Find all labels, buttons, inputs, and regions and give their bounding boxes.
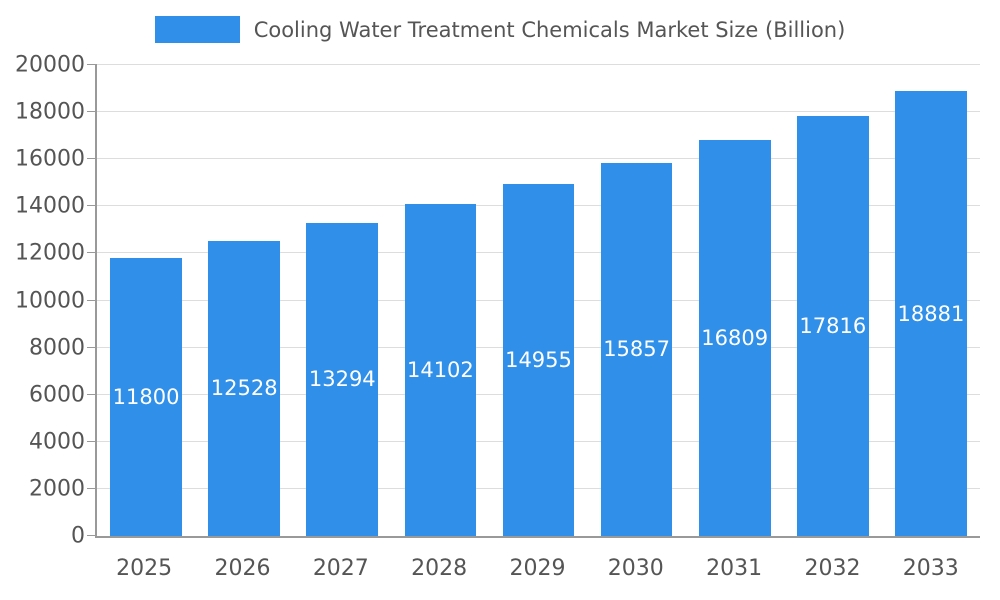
bar-value-label: 13294 [308, 367, 376, 392]
legend: Cooling Water Treatment Chemicals Market… [0, 16, 1000, 43]
y-tick [87, 111, 97, 113]
x-axis-label: 2028 [411, 556, 468, 581]
bar-value-label: 17816 [799, 314, 867, 339]
bar-value-label: 16809 [701, 326, 769, 351]
y-tick [87, 205, 97, 207]
bar-band: 12528 [195, 65, 293, 536]
plot-area: 0 2000 4000 6000 8000 10000 12000 14000 16000 180… [15, 53, 980, 549]
bars-group: 11800 12528 13294 14102 14955 15857 16809 17816… [97, 65, 980, 536]
bar-2026: 12528 [208, 240, 280, 536]
bar-2031: 16809 [698, 140, 771, 536]
x-axis: 2025 2026 2027 2028 2029 2030 2031 2032 2033 [95, 548, 980, 581]
bar-2032: 17816 [797, 116, 869, 536]
y-axis-label: 20000 [15, 52, 85, 78]
bar-2029: 14955 [502, 183, 575, 536]
bar-band: 15857 [588, 65, 686, 536]
y-axis-label: 10000 [15, 288, 85, 313]
y-tick [87, 440, 97, 442]
gridline [97, 64, 980, 65]
x-axis-label: 2027 [312, 556, 369, 581]
y-tick [87, 487, 97, 489]
legend-swatch [154, 16, 240, 43]
bar-value-label: 14102 [406, 357, 474, 382]
chart-title: Cooling Water Treatment Chemicals Market… [253, 17, 846, 42]
bar-value-label: 12528 [210, 376, 278, 401]
x-axis-label: 2031 [706, 556, 763, 581]
gridline [97, 111, 980, 113]
y-axis-label: 14000 [15, 193, 85, 219]
bar-2033: 18881 [895, 91, 967, 536]
bar-band: 14102 [391, 65, 489, 536]
y-tick [87, 252, 97, 254]
bar-band: 16809 [686, 65, 784, 536]
x-axis-label: 2026 [214, 556, 271, 581]
x-axis-label: 2025 [116, 556, 173, 581]
y-axis-label: 16000 [15, 146, 85, 172]
y-tick [87, 346, 97, 348]
bar-2027: 13294 [306, 222, 379, 536]
y-axis-label: 0 [71, 523, 85, 549]
bar-value-label: 11800 [112, 385, 180, 410]
y-tick [87, 393, 97, 395]
bar-band: 14955 [489, 65, 587, 536]
x-axis-label: 2030 [607, 556, 664, 581]
y-axis-label: 8000 [29, 335, 85, 361]
y-axis-label: 12000 [15, 240, 85, 266]
bar-2025: 11800 [110, 258, 182, 536]
bar-band: 18881 [882, 65, 980, 536]
x-axis-label: 2033 [902, 556, 959, 581]
bar-value-label: 14955 [505, 347, 572, 372]
y-axis-label: 2000 [29, 476, 85, 502]
y-tick [87, 158, 97, 160]
bar-2028: 14102 [404, 203, 477, 536]
y-axis-label: 6000 [29, 382, 85, 408]
bar-2030: 15857 [600, 162, 673, 536]
y-axis-label: 4000 [29, 429, 85, 455]
bar-band: 11800 [97, 65, 195, 536]
x-axis-label: 2029 [509, 556, 566, 581]
y-tick [87, 535, 97, 536]
gridline [97, 158, 980, 160]
bar-value-label: 18881 [897, 301, 965, 326]
bar-value-label: 15857 [603, 337, 670, 362]
y-axis-label: 18000 [15, 99, 85, 125]
x-axis-label: 2032 [804, 556, 861, 581]
y-tick [87, 64, 97, 65]
bar-band: 17816 [784, 65, 882, 536]
y-tick [87, 299, 97, 301]
bar-band: 13294 [293, 65, 391, 536]
